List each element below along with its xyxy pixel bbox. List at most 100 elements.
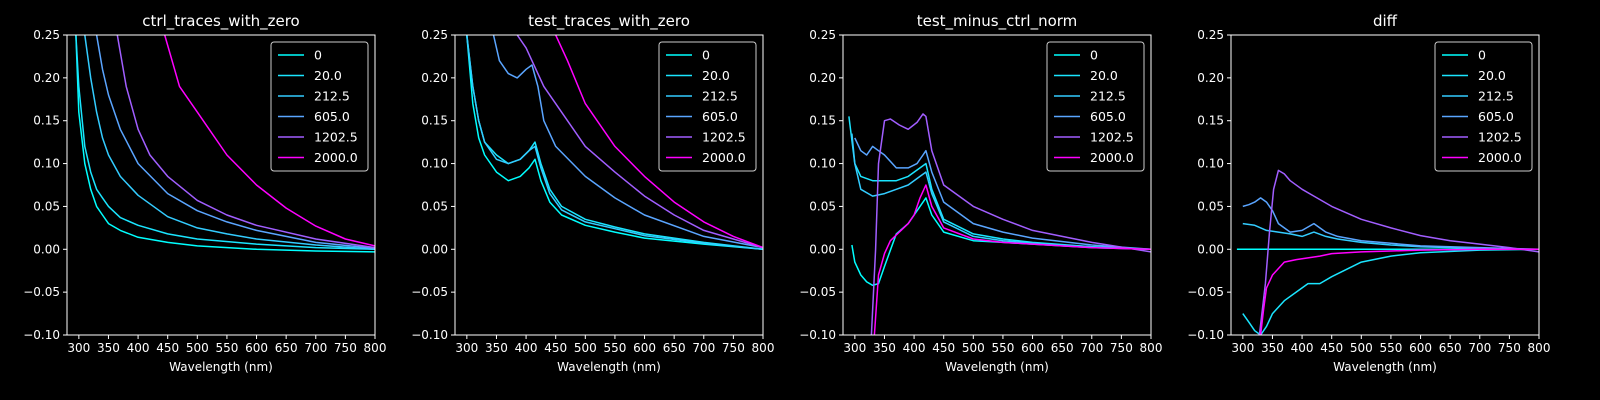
y-tick-label: 0.00 bbox=[1197, 242, 1224, 256]
chart-panel-4: diff 300 350 400 450 500 550 600 650 700 750 800 −0.… bbox=[1187, 12, 1550, 374]
series-line-5 bbox=[555, 35, 763, 249]
y-tick-label: 0.20 bbox=[421, 71, 448, 85]
x-tick-label: 300 bbox=[67, 341, 90, 355]
y-tick-label: 0.05 bbox=[33, 199, 60, 213]
x-tick-label: 500 bbox=[186, 341, 209, 355]
series-line-4 bbox=[516, 35, 763, 249]
x-tick-label: 400 bbox=[515, 341, 538, 355]
x-tick-label: 350 bbox=[97, 341, 120, 355]
y-tick-label: −0.10 bbox=[799, 328, 836, 342]
x-axis-label: Wavelength (nm) bbox=[1333, 360, 1437, 374]
x-tick-label: 600 bbox=[1409, 341, 1432, 355]
x-tick-label: 700 bbox=[1468, 341, 1491, 355]
x-tick-label: 400 bbox=[127, 341, 150, 355]
legend-frame bbox=[658, 41, 757, 172]
x-tick-label: 800 bbox=[364, 341, 387, 355]
x-tick-label: 750 bbox=[1498, 341, 1521, 355]
legend-label: 20.0 bbox=[314, 68, 342, 83]
legend-label: 0 bbox=[1478, 48, 1486, 63]
legend-label: 0 bbox=[1090, 48, 1098, 63]
x-tick-label: 400 bbox=[903, 341, 926, 355]
y-tick-label: −0.10 bbox=[411, 328, 448, 342]
x-tick-label: 650 bbox=[1439, 341, 1462, 355]
legend-label: 212.5 bbox=[1478, 89, 1514, 104]
x-tick-label: 550 bbox=[1379, 341, 1402, 355]
x-tick-label: 600 bbox=[245, 341, 268, 355]
legend-label: 1202.5 bbox=[1090, 130, 1134, 145]
series-line-2 bbox=[466, 35, 763, 251]
x-tick-label: 300 bbox=[843, 341, 866, 355]
series-line-0 bbox=[466, 35, 763, 251]
legend-label: 1202.5 bbox=[1478, 130, 1522, 145]
x-tick-label: 350 bbox=[873, 341, 896, 355]
y-tick-label: 0.05 bbox=[809, 199, 836, 213]
legend: 0 20.0 212.5 605.0 1202.5 2000.0 bbox=[1434, 41, 1533, 172]
series-line-2 bbox=[84, 35, 375, 251]
chart-title: test_traces_with_zero bbox=[528, 12, 690, 31]
series-line-4 bbox=[870, 113, 1151, 335]
series-line-1 bbox=[75, 35, 375, 251]
y-tick-label: −0.05 bbox=[23, 285, 60, 299]
chart-title: test_minus_ctrl_norm bbox=[917, 12, 1078, 31]
y-tick-label: −0.05 bbox=[1187, 285, 1224, 299]
y-tick-label: −0.05 bbox=[411, 285, 448, 299]
y-tick-label: 0.10 bbox=[421, 157, 448, 171]
y-tick-label: 0.25 bbox=[809, 28, 836, 42]
x-tick-label: 450 bbox=[932, 341, 955, 355]
series-line-3 bbox=[1242, 197, 1539, 251]
x-tick-label: 350 bbox=[485, 341, 508, 355]
legend-label: 2000.0 bbox=[314, 150, 358, 165]
x-tick-label: 500 bbox=[1350, 341, 1373, 355]
x-tick-label: 500 bbox=[574, 341, 597, 355]
x-axis-label: Wavelength (nm) bbox=[169, 360, 273, 374]
y-tick-label: 0.25 bbox=[1197, 28, 1224, 42]
y-tick-label: 0.00 bbox=[33, 242, 60, 256]
x-tick-label: 700 bbox=[692, 341, 715, 355]
x-tick-label: 600 bbox=[633, 341, 656, 355]
axes-frame bbox=[842, 34, 1152, 336]
legend-label: 2000.0 bbox=[1090, 150, 1134, 165]
x-axis-label: Wavelength (nm) bbox=[945, 360, 1049, 374]
legend-label: 212.5 bbox=[702, 89, 738, 104]
y-tick-label: 0.15 bbox=[33, 114, 60, 128]
legend-label: 0 bbox=[314, 48, 322, 63]
series-line-5 bbox=[873, 184, 1151, 335]
y-tick-label: −0.10 bbox=[23, 328, 60, 342]
x-tick-label: 550 bbox=[603, 341, 626, 355]
legend: 0 20.0 212.5 605.0 1202.5 2000.0 bbox=[658, 41, 757, 172]
x-tick-label: 800 bbox=[1140, 341, 1163, 355]
legend-label: 605.0 bbox=[1090, 109, 1126, 124]
legend-label: 605.0 bbox=[314, 109, 350, 124]
y-tick-label: 0.25 bbox=[421, 28, 448, 42]
y-tick-label: 0.10 bbox=[1197, 157, 1224, 171]
y-tick-label: 0.00 bbox=[421, 242, 448, 256]
x-tick-label: 550 bbox=[215, 341, 238, 355]
x-tick-label: 650 bbox=[1051, 341, 1074, 355]
chart-title: diff bbox=[1373, 12, 1398, 30]
series-group bbox=[848, 113, 1151, 335]
x-tick-label: 450 bbox=[156, 341, 179, 355]
chart-panel-1: ctrl_traces_with_zero 300 350 400 450 500 550 6… bbox=[23, 12, 386, 374]
legend-label: 0 bbox=[702, 48, 710, 63]
legend-label: 20.0 bbox=[702, 68, 730, 83]
y-tick-label: 0.05 bbox=[1197, 199, 1224, 213]
axes-frame bbox=[454, 34, 764, 336]
legend-label: 20.0 bbox=[1478, 68, 1506, 83]
series-line-3 bbox=[492, 35, 763, 249]
series-group bbox=[75, 35, 375, 253]
chart-panel-3: test_minus_ctrl_norm 300 350 400 450 500 550 60… bbox=[799, 12, 1162, 374]
series-group bbox=[466, 35, 763, 251]
x-tick-label: 750 bbox=[722, 341, 745, 355]
y-tick-label: 0.15 bbox=[809, 114, 836, 128]
series-line-5 bbox=[163, 35, 375, 247]
chart-title: ctrl_traces_with_zero bbox=[142, 12, 299, 31]
chart-panel-2: test_traces_with_zero 300 350 400 450 500 550 6… bbox=[411, 12, 774, 374]
x-tick-label: 500 bbox=[962, 341, 985, 355]
y-tick-label: 0.05 bbox=[421, 199, 448, 213]
legend: 0 20.0 212.5 605.0 1202.5 2000.0 bbox=[270, 41, 369, 172]
axes-frame bbox=[1230, 34, 1540, 336]
x-tick-label: 700 bbox=[304, 341, 327, 355]
x-tick-label: 350 bbox=[1261, 341, 1284, 355]
y-tick-label: 0.00 bbox=[809, 242, 836, 256]
